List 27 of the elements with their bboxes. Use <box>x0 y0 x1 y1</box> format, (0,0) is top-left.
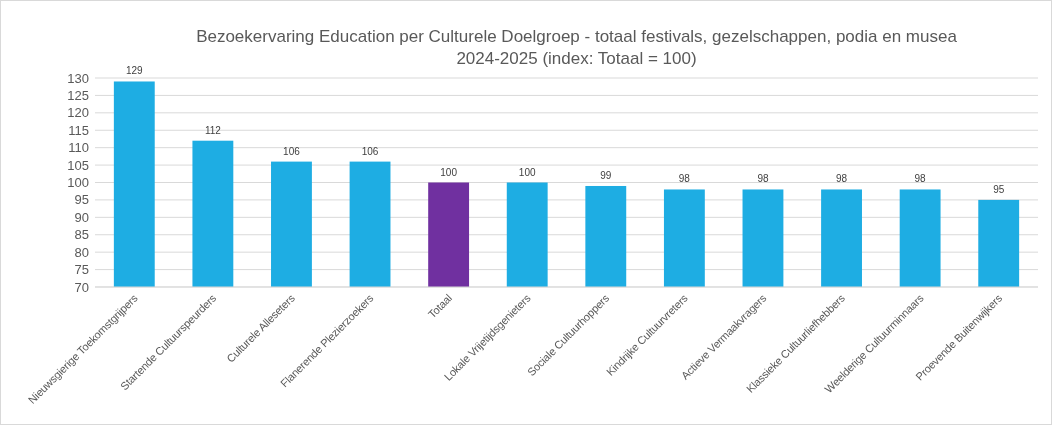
data-label: 100 <box>518 166 536 178</box>
data-label: 98 <box>757 173 769 185</box>
y-tick-label: 110 <box>68 140 89 156</box>
data-label: 106 <box>283 145 301 157</box>
data-label: 99 <box>600 169 612 181</box>
y-tick-label: 105 <box>67 157 89 173</box>
y-tick-label: 85 <box>74 227 89 243</box>
y-tick-label: 90 <box>74 209 89 225</box>
chart-subtitle: 2024-2025 (index: Totaal = 100) <box>456 49 697 68</box>
chart-title: Bezoekervaring Education per Culturele Doelgroep - totaal festivals, gezelschappen, podia en musea <box>196 27 958 46</box>
data-label: 95 <box>993 183 1005 195</box>
data-label: 98 <box>914 173 927 185</box>
y-tick-label: 130 <box>67 70 89 86</box>
data-label: 129 <box>125 65 144 77</box>
data-label: 98 <box>835 173 848 185</box>
y-tick-label: 115 <box>68 122 89 138</box>
y-tick-label: 80 <box>74 244 89 260</box>
y-tick-label: 95 <box>74 192 89 208</box>
y-tick-label: 75 <box>74 262 89 278</box>
y-tick-label: 125 <box>67 87 89 103</box>
data-label: 112 <box>204 124 222 136</box>
data-label: 100 <box>440 166 458 178</box>
y-tick-label: 120 <box>67 105 89 121</box>
data-label: 106 <box>361 145 379 157</box>
y-tick-label: 100 <box>67 175 89 191</box>
data-label: 98 <box>678 173 691 185</box>
y-tick-label: 70 <box>74 279 89 295</box>
